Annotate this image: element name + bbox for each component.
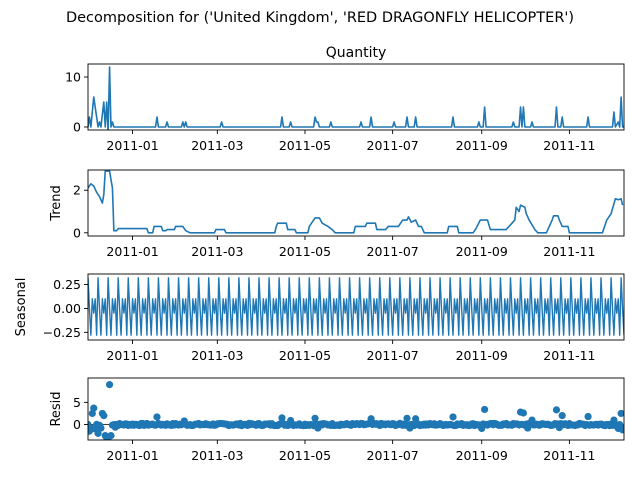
resid-point: [90, 404, 98, 412]
resid-point: [610, 416, 618, 424]
y-tick-label: 0.25: [53, 277, 81, 292]
y-tick-label: 5: [73, 395, 81, 410]
resid-point: [584, 412, 592, 421]
resid-point: [406, 424, 414, 432]
resid-point: [528, 416, 536, 424]
x-tick-label: 2011-09: [456, 244, 508, 259]
series-line-trend: [88, 170, 624, 234]
resid-point: [481, 405, 489, 414]
x-tick-label: 2011-05: [279, 244, 331, 259]
resid-point: [278, 414, 286, 422]
plot-area-observed: [88, 66, 624, 130]
axes-frame-seasonal: [87, 273, 625, 341]
y-tick-label: 0: [73, 417, 81, 432]
resid-point: [367, 415, 375, 423]
x-tick-label: 2011-01: [106, 448, 158, 463]
resid-point: [552, 406, 561, 414]
y-axis-label-resid: Resid: [49, 391, 64, 426]
panel-seasonal: 0.25 0.00 −0.25 2011-01 2011-03 2011-05 2011-0…: [14, 273, 625, 363]
panel-resid: 0 5 2011-01 2011-03 2011-05 2011-07 2011-09 201…: [49, 377, 625, 463]
y-tick-label: 0: [73, 120, 81, 135]
resid-point: [105, 381, 114, 389]
plot-area-resid: [88, 381, 624, 440]
resid-point: [555, 424, 563, 432]
x-tick-label: 2011-01: [106, 138, 158, 153]
resid-point: [478, 424, 486, 433]
x-tick-label: 2011-07: [367, 448, 419, 463]
x-tick-label: 2011-03: [191, 348, 243, 363]
x-tick-label: 2011-09: [456, 348, 508, 363]
resid-point: [100, 412, 108, 420]
resid-point: [620, 424, 624, 432]
resid-point: [111, 423, 119, 431]
x-tick-label: 2011-11: [543, 244, 595, 259]
x-tick-label: 2011-03: [191, 138, 243, 153]
resid-point: [97, 424, 105, 432]
resid-point: [311, 414, 319, 422]
y-tick-label: 0.00: [53, 301, 81, 316]
y-tick-label: 2: [73, 183, 81, 198]
resid-point: [287, 416, 295, 425]
x-tick-label: 2011-05: [279, 448, 331, 463]
series-line-observed: [88, 66, 624, 130]
y-axis-label-seasonal: Seasonal: [14, 278, 29, 337]
y-axis-label-trend: Trend: [49, 185, 64, 222]
x-tick-label: 2011-05: [279, 348, 331, 363]
resid-point: [617, 409, 624, 418]
x-tick-label: 2011-11: [543, 138, 595, 153]
x-tick-label: 2011-01: [106, 348, 158, 363]
resid-point: [449, 413, 457, 421]
x-tick-label: 2011-03: [191, 448, 243, 463]
x-tick-label: 2011-09: [456, 448, 508, 463]
resid-point: [180, 417, 188, 425]
plot-area-trend: [88, 170, 624, 234]
x-tick-label: 2011-05: [279, 138, 331, 153]
resid-point: [153, 413, 161, 421]
y-tick-label: −0.25: [43, 325, 81, 340]
resid-point: [412, 415, 420, 423]
panel-trend: 0 2 2011-01 2011-03 2011-05 2011-07 2011-09 201…: [49, 169, 625, 259]
resid-point: [94, 429, 102, 437]
x-tick-label: 2011-07: [367, 244, 419, 259]
y-tick-label: 10: [65, 70, 81, 85]
resid-point: [107, 431, 115, 440]
plot-area-seasonal: [88, 277, 624, 336]
x-tick-label: 2011-07: [367, 138, 419, 153]
axes-frame-observed: [87, 63, 625, 131]
x-tick-label: 2011-09: [456, 138, 508, 153]
panel-title-observed: Quantity: [326, 45, 387, 61]
y-tick-label: 0: [73, 225, 81, 240]
series-line-seasonal: [88, 277, 624, 336]
axes-frame-trend: [87, 169, 625, 237]
resid-point: [403, 414, 411, 422]
resid-point: [314, 424, 322, 432]
figure-suptitle: Decomposition for ('United Kingdom', 'RE…: [66, 10, 574, 26]
axes-frame-resid: [87, 377, 625, 441]
panel-observed: 0 10 2011-01 2011-03 2011-05 2011-07 2011-09 20…: [65, 45, 625, 153]
x-tick-label: 2011-01: [106, 244, 158, 259]
x-tick-label: 2011-03: [191, 244, 243, 259]
x-tick-label: 2011-07: [367, 348, 419, 363]
resid-point: [519, 409, 528, 417]
x-tick-label: 2011-11: [543, 348, 595, 363]
x-tick-label: 2011-11: [543, 448, 595, 463]
resid-point: [524, 424, 532, 432]
resid-point: [558, 412, 566, 420]
